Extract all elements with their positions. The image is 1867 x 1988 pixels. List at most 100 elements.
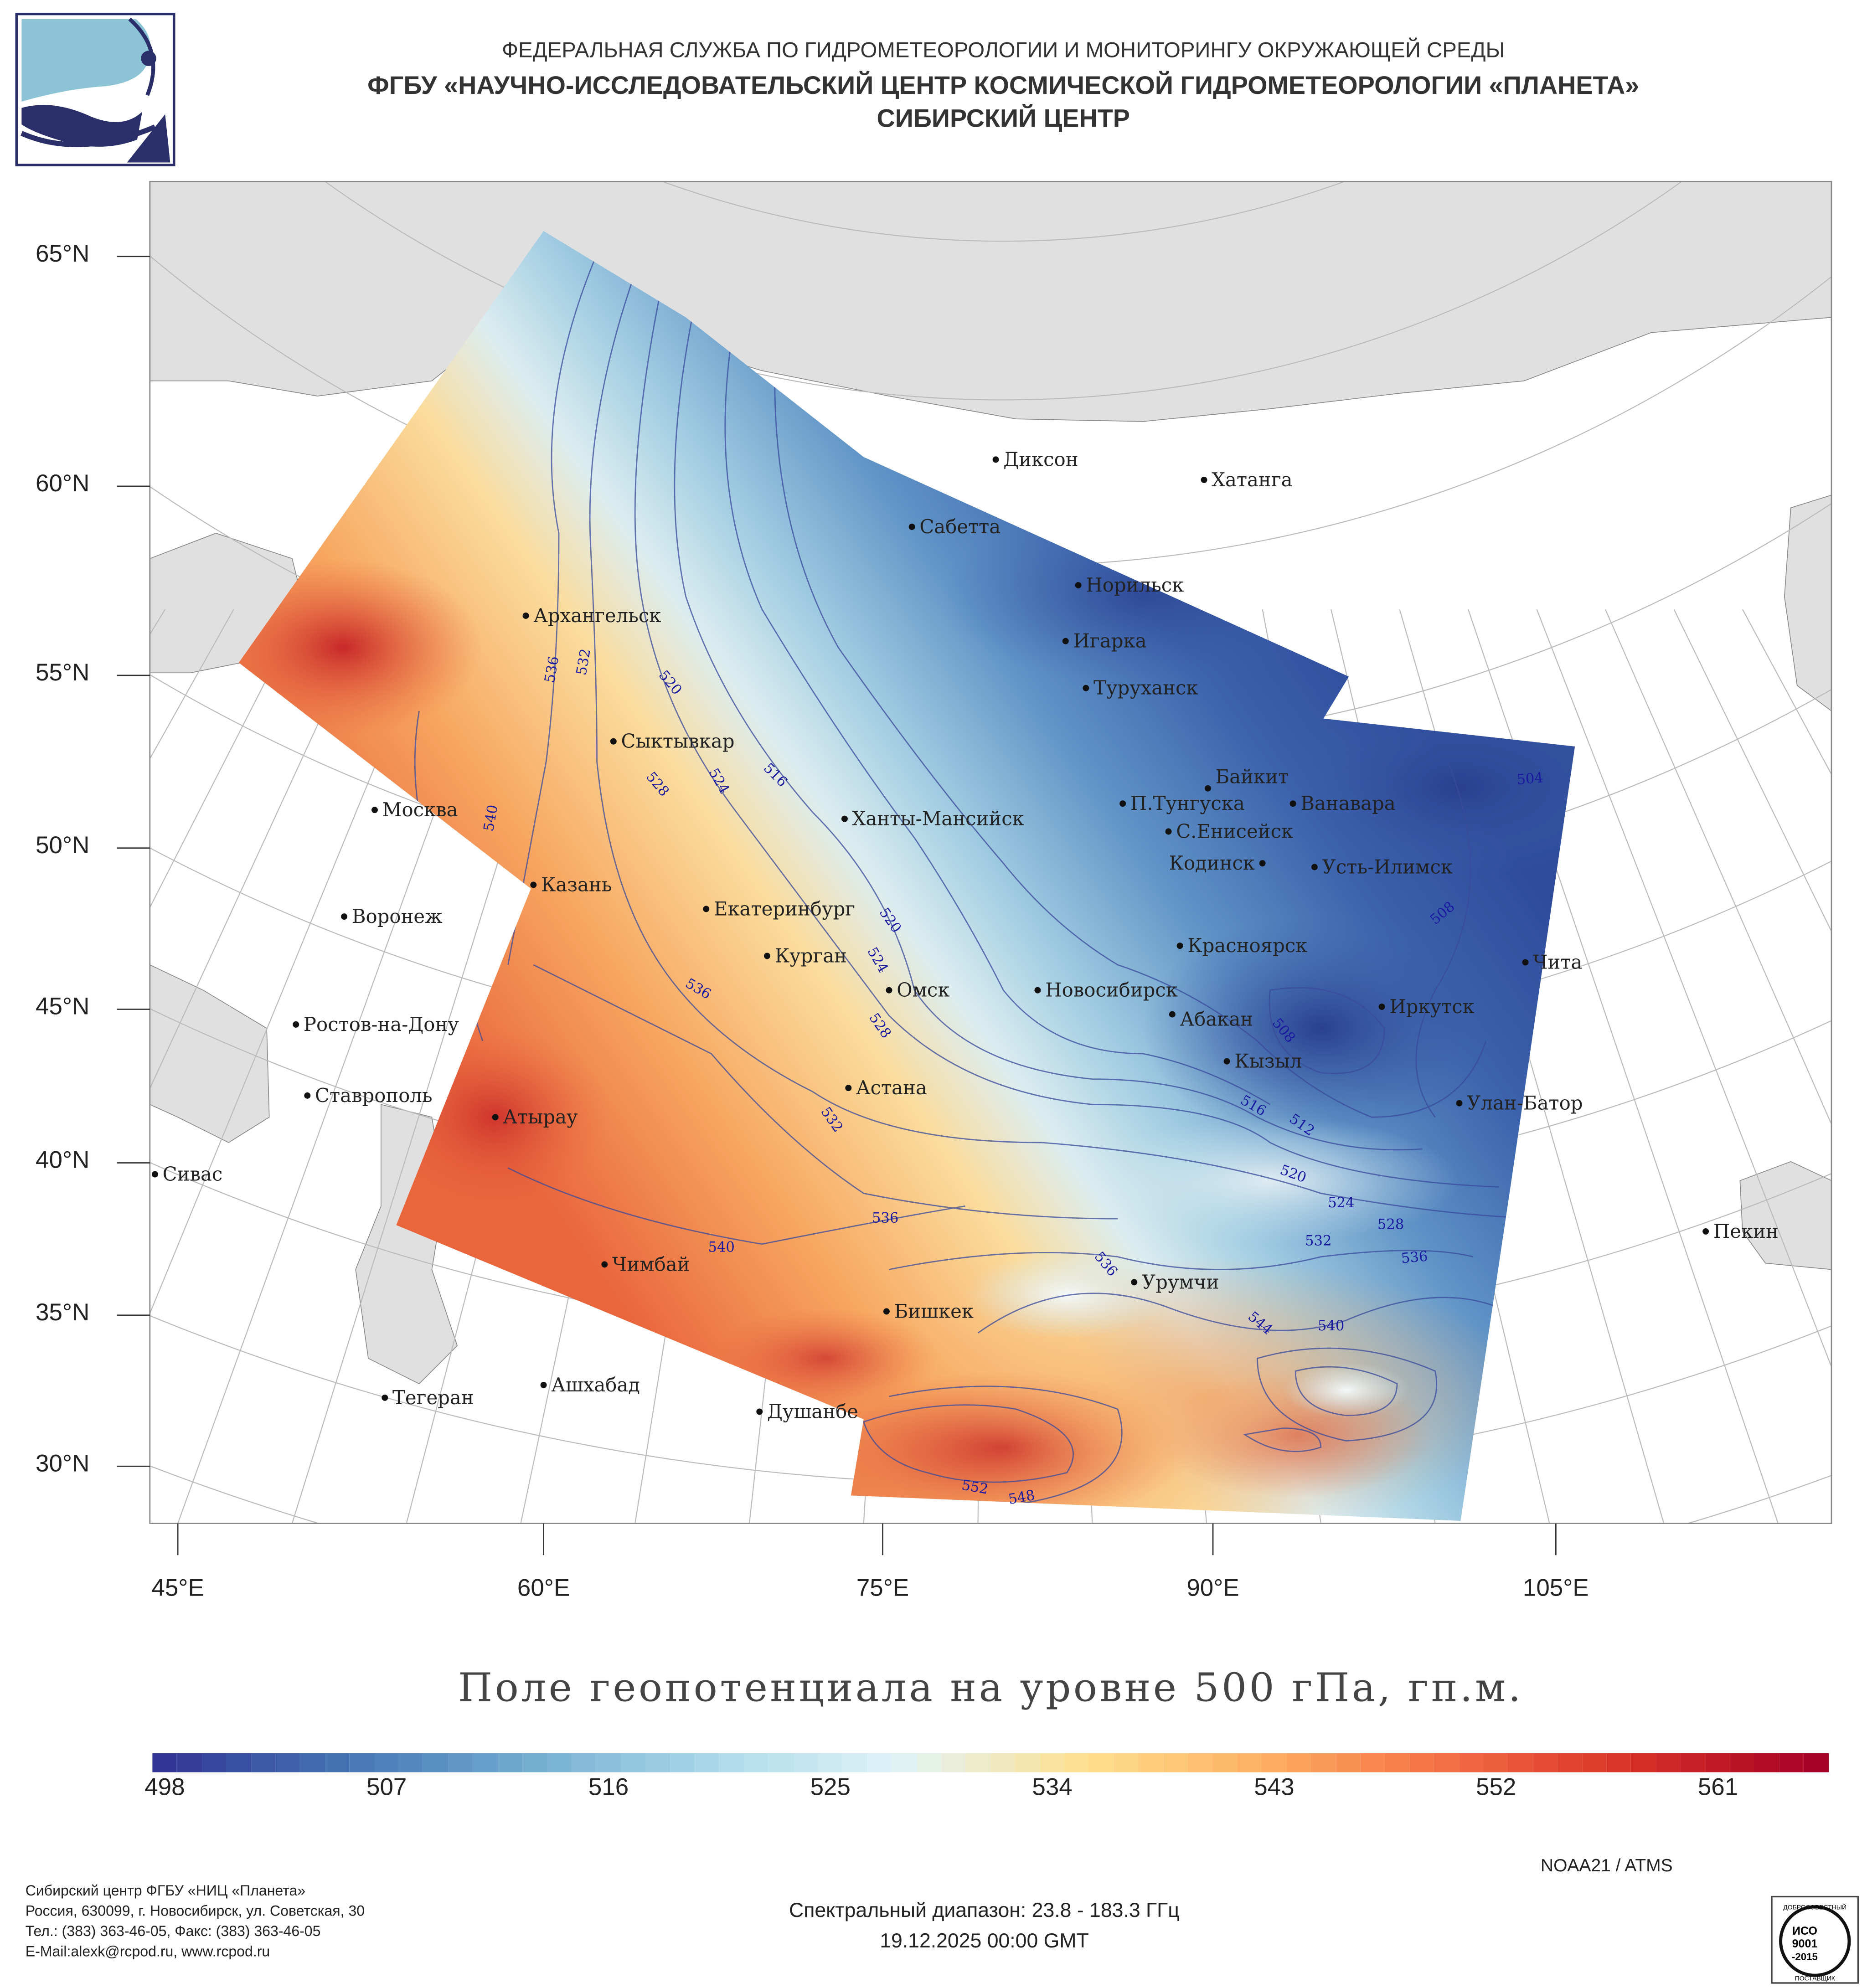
city-dot-icon [1289,800,1296,807]
city-label: Пекин [1713,1220,1779,1242]
city-dot-icon [1702,1228,1709,1235]
city-marker: Абакан [1169,1008,1253,1030]
city-marker: Омск [886,979,949,1001]
colorbar-step [768,1753,794,1772]
city-dot-icon [1456,1100,1463,1107]
city-marker: Атырау [492,1106,578,1128]
city-marker: Туруханск [1083,677,1198,699]
city-dot-icon [304,1092,311,1099]
colorbar-step [275,1753,300,1772]
colorbar-tick-label: 534 [1032,1775,1073,1802]
city-dot-icon [382,1394,388,1401]
city-dot-icon [601,1261,608,1268]
city-marker: Урумчи [1131,1271,1219,1293]
city-marker: Курган [764,944,847,967]
header-agency: ФЕДЕРАЛЬНАЯ СЛУЖБА ПО ГИДРОМЕТЕОРОЛОГИИ … [502,38,1505,62]
colorbar-step [522,1753,547,1772]
lat-label: 50°N [36,833,90,860]
axis-ticks [117,256,1557,1555]
city-marker: Воронеж [341,905,443,927]
city-marker: Душанбе [756,1400,858,1422]
colorbar-step [1631,1753,1656,1772]
city-dot-icon [886,987,892,994]
city-marker: Астана [845,1076,927,1099]
contour-label: 504 [1516,770,1544,788]
contour-label: 536 [872,1210,898,1226]
colorbar-tick-label: 507 [366,1775,407,1802]
city-marker: Красноярск [1176,934,1307,957]
city-label: Сивас [163,1163,223,1185]
lon-label: 45°E [151,1575,204,1602]
lon-label: 105°E [1522,1575,1589,1602]
colorbar-step [818,1753,843,1772]
iso-bottom: ПОСТАВЩИК [1795,1974,1836,1982]
city-label: Новосибирск [1045,979,1178,1001]
city-dot-icon [992,456,999,463]
city-label: Ашхабад [551,1374,640,1396]
city-label: Улан-Батор [1467,1092,1583,1114]
city-label: Урумчи [1142,1271,1219,1293]
meridian-line [1536,609,1831,1368]
meridian-line [150,609,440,1315]
meridian-line [150,609,166,635]
colorbar-step [892,1753,917,1772]
colorbar-step [1557,1753,1582,1772]
colorbar-step [1163,1753,1188,1772]
city-dot-icon [1378,1003,1385,1010]
city-dot-icon [703,906,710,912]
colorbar-step [1459,1753,1484,1772]
contour-label: 540 [708,1240,734,1256]
city-marker: Чита [1522,951,1582,973]
city-dot-icon [764,953,770,959]
city-marker: Сабетта [908,515,1001,538]
city-marker: Диксон [992,448,1078,470]
footer-address: Россия, 630099, г. Новосибирск, ул. Сове… [25,1904,365,1920]
colorbar-step [1434,1753,1459,1772]
colorbar-step [547,1753,572,1772]
city-marker: Казань [530,873,612,896]
city-dot-icon [908,524,915,530]
city-marker: С.Енисейск [1165,820,1293,842]
city-label: С.Енисейск [1176,820,1293,842]
city-dot-icon [1204,785,1211,792]
city-label: Тегеран [392,1386,474,1409]
city-label: Абакан [1180,1008,1253,1030]
colorbar-step [842,1753,867,1772]
colorbar-step [349,1753,375,1772]
spectral-range: Спектральный диапазон: 23.8 - 183.3 ГГц [789,1900,1180,1922]
colorbar-step [226,1753,251,1772]
city-dot-icon [756,1408,763,1415]
colorbar-step [1064,1753,1089,1772]
city-dot-icon [371,807,378,814]
city-dot-icon [1259,860,1266,867]
city-dot-icon [341,913,348,920]
city-dot-icon [522,613,529,619]
city-marker: Усть-Илимск [1311,855,1453,878]
city-dot-icon [841,815,848,822]
svg-text:9001: 9001 [1792,1937,1818,1950]
colorbar-step [374,1753,399,1772]
colorbar-tick-label: 561 [1697,1775,1738,1802]
footer-phone: Тел.: (383) 363-46-05, Факс: (383) 363-4… [25,1924,321,1940]
colorbar-step [941,1753,966,1772]
city-label: Красноярск [1187,934,1307,957]
city-marker: Игарка [1062,630,1146,652]
city-label: Байкит [1216,766,1289,788]
colorbar-step [793,1753,818,1772]
meridian-line [150,609,303,909]
colorbar-tick-label: 525 [810,1775,851,1802]
city-dot-icon [1522,959,1529,966]
lon-label: 75°E [856,1575,909,1602]
colorbar-step [399,1753,424,1772]
city-label: Москва [382,798,458,821]
city-dot-icon [883,1308,890,1315]
colorbar-tick-label: 543 [1254,1775,1295,1802]
city-dot-icon [151,1171,158,1178]
city-dot-icon [1119,800,1126,807]
lat-label: 60°N [36,471,90,498]
colorbar-step [1804,1753,1829,1772]
meridian-line [150,609,371,1090]
colorbar-step [694,1753,720,1772]
city-dot-icon [1083,685,1089,691]
